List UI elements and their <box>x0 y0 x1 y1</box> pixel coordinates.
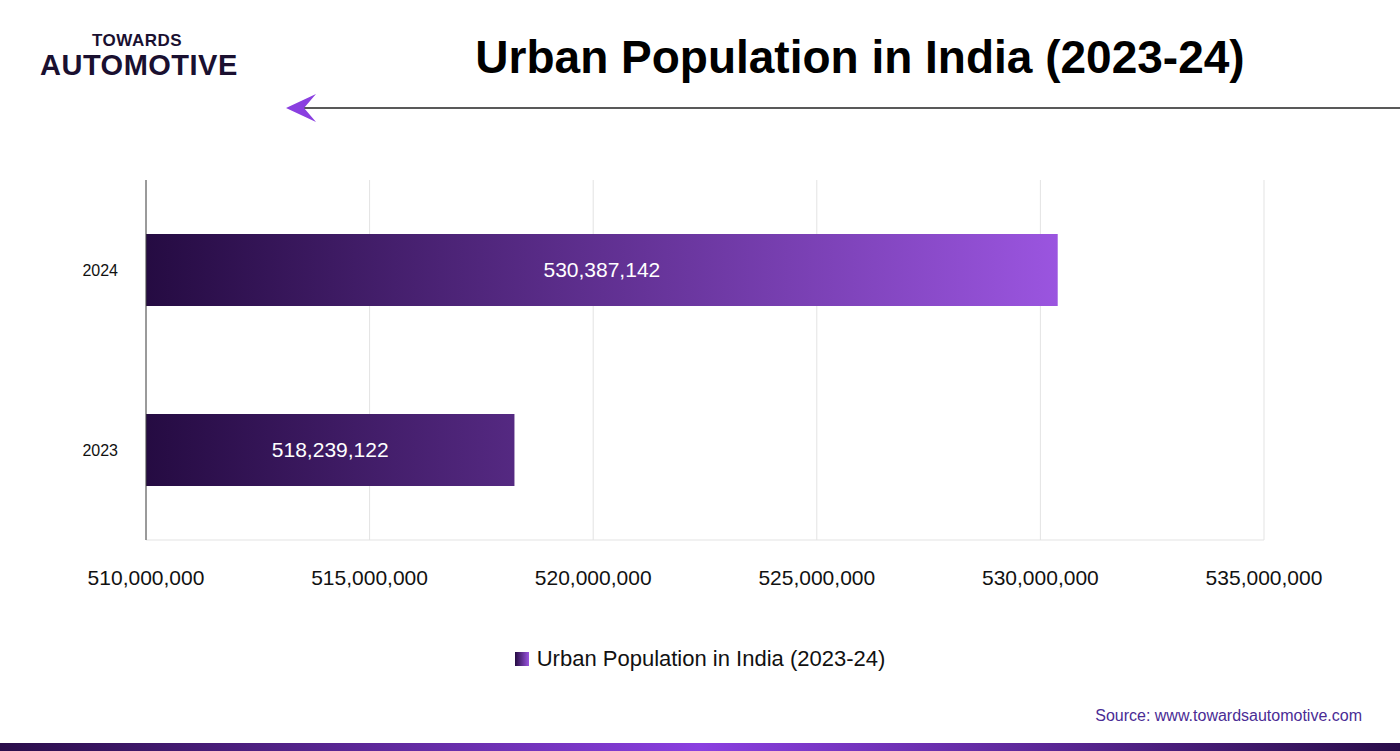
html-text:AUTOMOTIVE: AUTOMOTIVE <box>40 49 238 81</box>
svg-text:520,000,000: 520,000,000 <box>535 566 652 589</box>
svg-text:2023: 2023 <box>82 442 118 459</box>
html-text:TOWARDS: TOWARDS <box>92 31 183 50</box>
svg-text:518,239,122: 518,239,122 <box>272 438 389 461</box>
svg-text:535,000,000: 535,000,000 <box>1206 566 1323 589</box>
html-text:Urban Population in India (202: Urban Population in India (2023-24) <box>475 31 1245 83</box>
svg-text:515,000,000: 515,000,000 <box>311 566 428 589</box>
html-text:Source: www.towardsautomotive.: Source: www.towardsautomotive.com <box>1095 707 1362 724</box>
svg-text:525,000,000: 525,000,000 <box>758 566 875 589</box>
svg-text:510,000,000: 510,000,000 <box>88 566 205 589</box>
html-text:Urban Population in India (202: Urban Population in India (2023-24) <box>536 646 886 671</box>
svg-text:530,387,142: 530,387,142 <box>543 258 660 281</box>
svg-text:530,000,000: 530,000,000 <box>982 566 1099 589</box>
svg-text:2024: 2024 <box>82 262 118 279</box>
